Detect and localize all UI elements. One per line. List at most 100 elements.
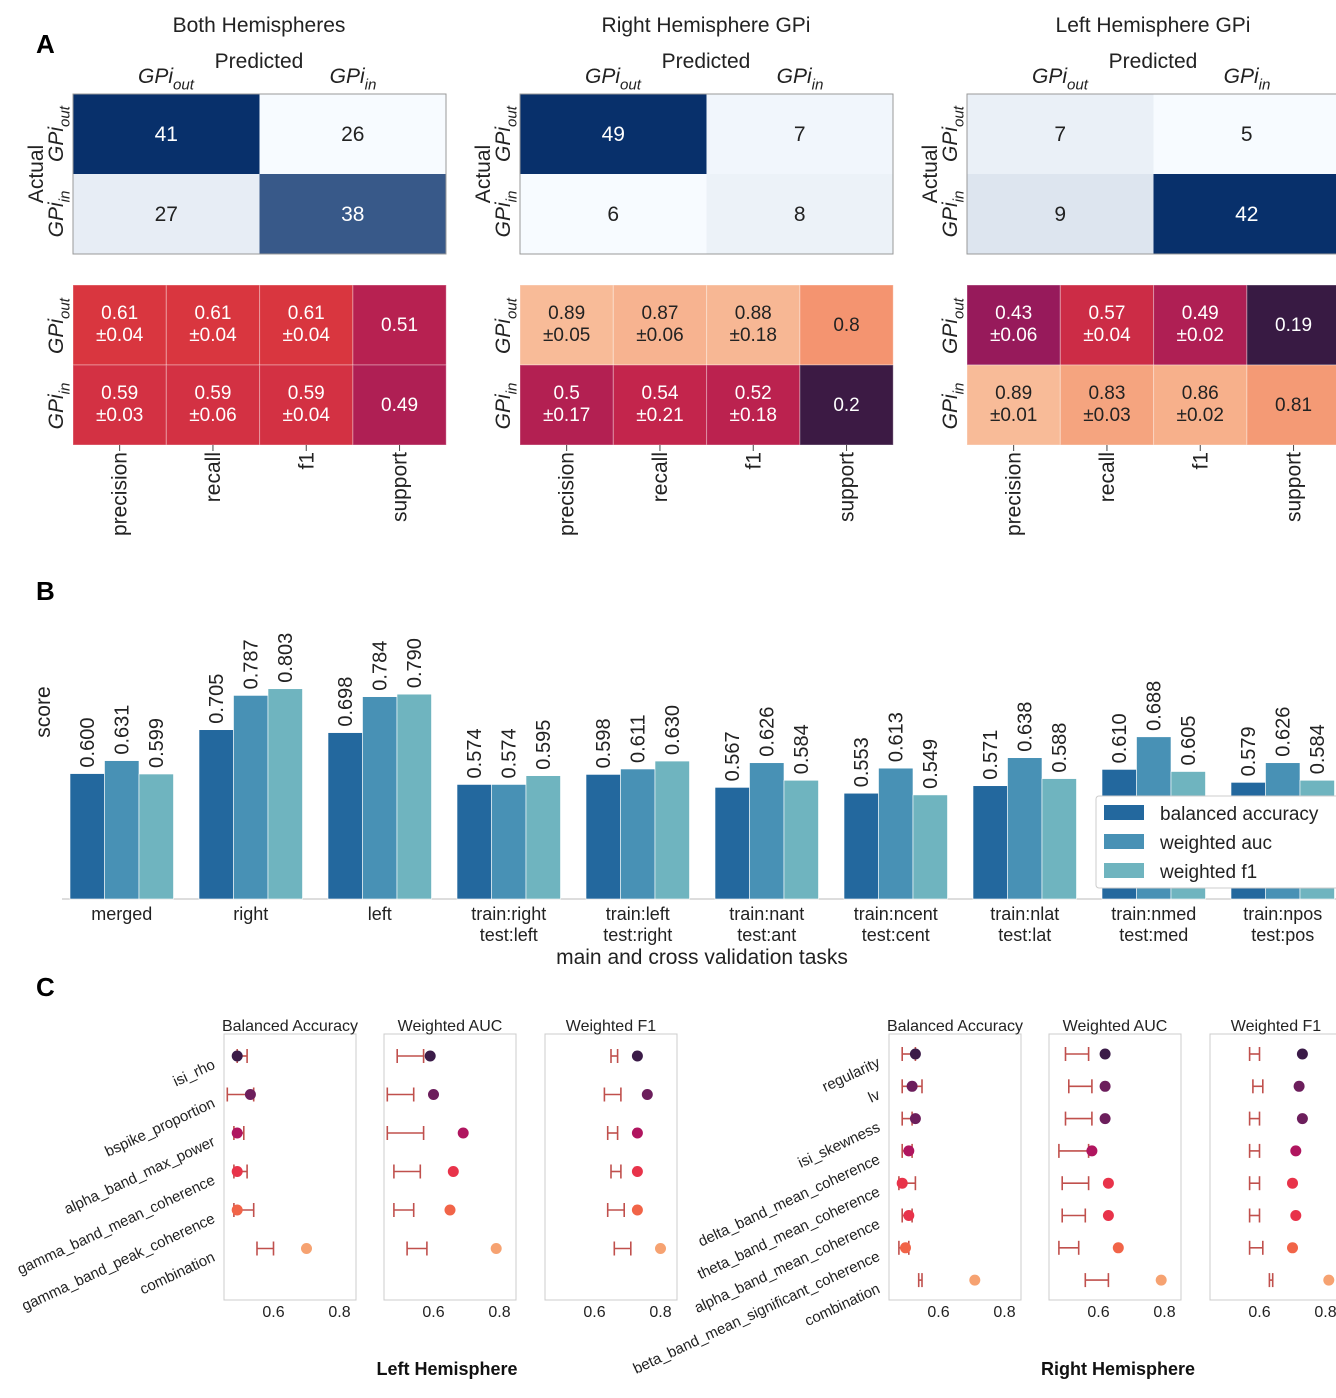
- bar-7-0: [972, 785, 1008, 900]
- report-col-label: recall: [1096, 452, 1119, 502]
- score-dot: [1102, 1177, 1114, 1189]
- bar-7-1: [1007, 757, 1043, 900]
- hemisphere-group-1: Balanced Accuracy 0.6 0.8 Weighted AUC 0.6 0.…: [15, 1018, 678, 1379]
- report-value: 0.2: [833, 395, 859, 416]
- score-dot: [1290, 1145, 1302, 1157]
- score-dot: [1086, 1145, 1098, 1157]
- bar-value-label: 0.598: [593, 718, 615, 768]
- report-value-std: ±0.03: [96, 405, 143, 426]
- gpi-base-text: GPi: [1032, 65, 1068, 88]
- bar-value-label: 0.688: [1144, 681, 1166, 731]
- score-dot: [1099, 1048, 1111, 1060]
- pred-col-in-label: GPiin: [1224, 65, 1271, 93]
- gpi-base-text: GPi: [939, 126, 962, 162]
- report-cell: [612, 364, 708, 446]
- score-dot: [1323, 1274, 1335, 1286]
- bar-2-0: [327, 732, 363, 900]
- confusion-cell: [1153, 174, 1336, 254]
- score-dot: [900, 1242, 911, 1254]
- bar-6-2: [912, 794, 948, 900]
- bar-value-label: 0.567: [722, 731, 744, 781]
- report-value-mean: 0.83: [1088, 383, 1125, 404]
- confusion-frame: [519, 93, 894, 255]
- gpi-subscript: out: [620, 76, 642, 93]
- confusion-cell: [73, 174, 260, 254]
- score-dot: [1287, 1242, 1298, 1254]
- x-tick-label: 0.8: [1153, 1304, 1175, 1321]
- report-cell: [966, 364, 1061, 446]
- subplot-title: Weighted AUC: [398, 1018, 503, 1035]
- bar-value-label: 0.626: [1273, 707, 1295, 757]
- legend-box: [1095, 795, 1336, 889]
- report-value: 0.81: [1275, 395, 1312, 416]
- bar-value-label: 0.584: [791, 724, 813, 774]
- report-cell: [352, 284, 447, 366]
- report-value-mean: 0.87: [641, 303, 678, 324]
- actual-row-out-label: GPiout: [492, 105, 520, 162]
- score-dot: [906, 1080, 918, 1092]
- y-axis-label: score: [32, 686, 55, 737]
- gpi-subscript: in: [503, 383, 520, 395]
- x-tick-label: 0.6: [1248, 1304, 1270, 1321]
- report-col-label: recall: [649, 452, 672, 502]
- gpi-base-text: GPi: [492, 393, 515, 429]
- bar-6-1: [878, 767, 914, 900]
- score-dot: [447, 1166, 459, 1177]
- gpi-base-text: GPi: [777, 65, 813, 88]
- x-tick-label: 0.8: [993, 1304, 1015, 1321]
- report-col-label: f1: [742, 452, 765, 470]
- score-dot: [1102, 1210, 1114, 1221]
- bar-value-label: 0.784: [370, 641, 392, 691]
- score-dot: [231, 1166, 243, 1177]
- bar-6-0: [843, 792, 879, 900]
- pred-col-out-label: GPiout: [585, 65, 642, 93]
- bar-value-label: 0.595: [533, 720, 555, 770]
- report-value-std: ±0.17: [543, 405, 590, 426]
- report-cell: [1153, 284, 1248, 366]
- report-col-label: recall: [202, 452, 225, 502]
- bar-4-0: [585, 774, 621, 900]
- score-dot: [641, 1089, 653, 1100]
- bar-value-label: 0.611: [628, 714, 650, 763]
- report-value-std: ±0.04: [189, 325, 237, 346]
- score-dot: [301, 1243, 312, 1254]
- report-cell: [259, 284, 354, 366]
- bar-value-label: 0.600: [77, 718, 99, 768]
- report-cell: [519, 284, 614, 366]
- bar-value-label: 0.610: [1109, 713, 1131, 763]
- legend-label: balanced accuracy: [1160, 804, 1319, 825]
- panel-letter-b: B: [36, 576, 55, 606]
- report-cell: [259, 364, 354, 446]
- x-tick-label: test:lat: [998, 925, 1051, 945]
- score-dot: [631, 1204, 643, 1216]
- report-value: 0.49: [381, 395, 418, 416]
- actual-label: Actual: [25, 145, 48, 203]
- report-cell: [1059, 284, 1155, 366]
- block-title: Right Hemisphere GPi: [602, 14, 811, 37]
- gpi-base-text: GPi: [45, 126, 68, 162]
- actual-label: Actual: [472, 145, 495, 203]
- subplot-title: Weighted F1: [566, 1018, 657, 1035]
- confusion-cell: [259, 94, 446, 174]
- score-dot: [428, 1089, 439, 1100]
- report-value-std: ±0.06: [990, 325, 1037, 346]
- confusion-cell: [1153, 94, 1336, 174]
- block-title: Both Hemispheres: [173, 14, 346, 37]
- score-dot: [1099, 1080, 1111, 1092]
- bar-value-label: 0.574: [499, 728, 521, 778]
- report-value: 0.51: [381, 315, 418, 336]
- gpi-subscript: in: [950, 191, 967, 203]
- report-cell: [799, 284, 894, 366]
- x-tick-label: test:ant: [737, 925, 796, 945]
- bar-5-0: [714, 787, 750, 900]
- gpi-base-text: GPi: [492, 318, 515, 354]
- bar-7-2: [1041, 778, 1077, 900]
- panel-letter-a: A: [36, 29, 55, 59]
- gpi-base-text: GPi: [492, 201, 515, 237]
- x-tick-label: 0.8: [649, 1304, 671, 1321]
- report-value-std: ±0.21: [636, 405, 683, 426]
- legend-swatch-2: [1104, 863, 1144, 878]
- report-value-mean: 0.52: [735, 383, 772, 404]
